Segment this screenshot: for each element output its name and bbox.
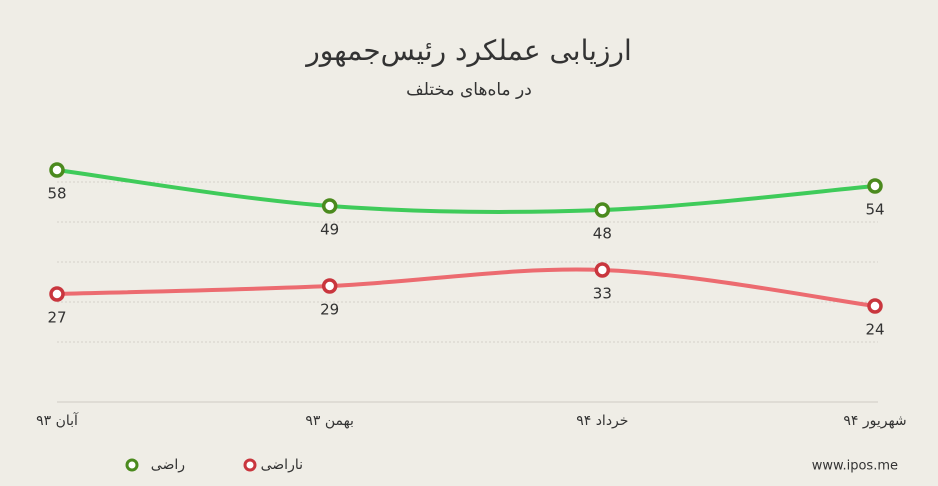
marker — [594, 202, 611, 218]
legend-label: راضی — [151, 457, 185, 473]
chart-title: ارزیابی عملکرد رئیس‌جمهور — [304, 34, 631, 67]
legend-marker — [125, 458, 139, 472]
data-label: 27 — [47, 309, 66, 327]
x-tick-label: آبان ۹۳ — [36, 412, 79, 429]
marker — [49, 286, 65, 302]
legend-label: ناراضی — [261, 457, 303, 473]
source: www.ipos.me — [812, 459, 898, 474]
data-label: 54 — [865, 201, 884, 219]
marker — [594, 262, 611, 278]
marker — [321, 198, 338, 214]
data-label: 48 — [593, 225, 612, 243]
data-label: 24 — [865, 321, 884, 339]
marker — [49, 162, 65, 178]
x-tick-label: بهمن ۹۳ — [305, 413, 354, 429]
marker — [867, 298, 883, 314]
legend-marker — [243, 458, 257, 472]
data-label: 33 — [593, 285, 612, 303]
series-line — [55, 267, 877, 308]
series-line — [55, 168, 877, 214]
data-label: 29 — [320, 301, 339, 319]
data-label: 58 — [47, 185, 66, 203]
data-label: 49 — [320, 221, 339, 239]
marker — [867, 178, 883, 194]
x-tick-label: شهریور ۹۴ — [843, 413, 906, 429]
marker — [321, 278, 338, 294]
chart-subtitle: در ماه‌های مختلف — [406, 80, 532, 100]
x-tick-label: خرداد ۹۴ — [576, 413, 628, 429]
